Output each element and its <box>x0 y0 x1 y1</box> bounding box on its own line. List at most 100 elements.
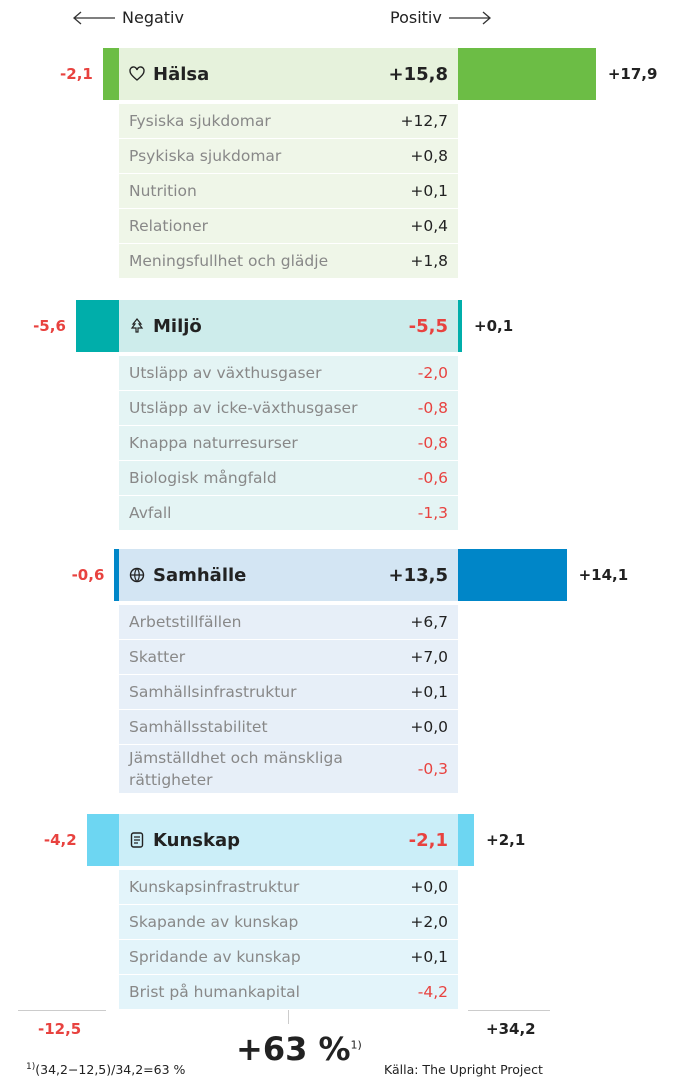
item-value: +1,8 <box>410 252 448 270</box>
footnote-text: (34,2−12,5)/34,2=63 % <box>35 1062 186 1078</box>
negative-sum: -12,5 <box>38 1020 82 1038</box>
item-value: -0,8 <box>417 399 448 417</box>
item-row: Utsläpp av icke-växthusgaser -0,8 <box>119 390 458 425</box>
section: Kunskap -2,1 -4,2 +2,1 Kunskapsinfrastruktur… <box>44 814 525 1009</box>
section-title: Miljö <box>129 316 202 337</box>
item-value: +2,0 <box>410 913 448 931</box>
item-value: -0,3 <box>417 760 448 778</box>
item-value: +0,0 <box>410 718 448 736</box>
item-row: Samhällsstabilitet +0,0 <box>119 709 458 744</box>
section-title: Samhälle <box>129 565 246 586</box>
item-row: Avfall -1,3 <box>119 495 458 530</box>
item-label: Biologisk mångfald <box>129 469 277 487</box>
item-label: Samhällsinfrastruktur <box>129 683 297 701</box>
section-name: Hälsa <box>153 63 210 85</box>
positive-bar <box>458 300 462 352</box>
item-label: Relationer <box>129 217 209 235</box>
section: Miljö -5,5 -5,6 +0,1 Utsläpp av växthusgaser… <box>33 300 513 530</box>
positive-bar <box>458 48 596 100</box>
axis-tick <box>288 1010 289 1024</box>
item-row: Knappa naturresurser -0,8 <box>119 425 458 460</box>
section-name: Samhälle <box>153 564 247 586</box>
item-label: Brist på humankapital <box>129 983 300 1001</box>
section-header: Miljö -5,5 -5,6 +0,1 <box>33 300 513 352</box>
result: +63 %1) <box>236 1030 362 1068</box>
item-label: Psykiska sjukdomar <box>129 147 282 165</box>
items: Utsläpp av växthusgaser -2,0 Utsläpp av ic… <box>119 355 458 530</box>
section-title: Hälsa <box>129 64 209 85</box>
item-row: Jämställdhet och mänskliga rättigheter -0… <box>119 744 458 793</box>
axis-line <box>468 1010 550 1011</box>
item-label: Utsläpp av icke-växthusgaser <box>129 399 358 417</box>
negative-value: -4,2 <box>43 831 77 849</box>
item-row: Skatter +7,0 <box>119 639 458 674</box>
negative-value: -5,6 <box>33 317 66 335</box>
section-total: +15,8 <box>388 63 449 85</box>
positive-header: Positiv <box>390 8 492 27</box>
item-row: Nutrition +0,1 <box>119 173 458 208</box>
section-name: Miljö <box>153 315 202 337</box>
item-row: Utsläpp av växthusgaser -2,0 <box>119 355 458 390</box>
item-value: +0,4 <box>410 217 448 235</box>
item-row: Fysiska sjukdomar +12,7 <box>119 103 458 138</box>
section-total: -2,1 <box>408 829 448 851</box>
item-label: Knappa naturresurser <box>129 434 298 452</box>
section-header: Samhälle +13,5 -0,6 +14,1 <box>72 549 628 601</box>
item-value: +0,1 <box>410 948 448 966</box>
source: Källa: The Upright Project <box>384 1062 543 1077</box>
item-label: Avfall <box>129 504 172 522</box>
positive-bar <box>458 814 475 866</box>
item-label: Arbetstillfällen <box>129 613 242 631</box>
item-row: Brist på humankapital -4,2 <box>119 974 458 1009</box>
item-row: Biologisk mångfald -0,6 <box>119 460 458 495</box>
item-value: +0,1 <box>410 683 448 701</box>
arrow-right <box>448 11 491 24</box>
positive-bar <box>458 549 567 601</box>
item-value: -0,8 <box>417 434 448 452</box>
positive-sum: +34,2 <box>486 1020 536 1038</box>
item-label: Nutrition <box>129 182 197 200</box>
item-value: -0,6 <box>417 469 448 487</box>
item-value: +0,1 <box>410 182 448 200</box>
positive-label: Positiv <box>390 8 442 27</box>
item-label: Kunskapsinfrastruktur <box>129 878 300 896</box>
item-row: Spridande av kunskap +0,1 <box>119 939 458 974</box>
section: Samhälle +13,5 -0,6 +14,1 Arbetstillfällen +6… <box>72 549 628 793</box>
negative-bar <box>102 48 119 100</box>
section: Hälsa +15,8 -2,1 +17,9 Fysiska sjukdomar +12,… <box>60 48 657 278</box>
footnote: 1)(34,2−12,5)/34,2=63 % <box>26 1062 185 1077</box>
positive-value: +17,9 <box>607 65 658 83</box>
result-note: 1) <box>350 1038 362 1052</box>
icon <box>130 318 144 333</box>
result-value: +63 % <box>236 1030 351 1068</box>
item-label: Meningsfullhet och glädje <box>129 252 329 270</box>
negative-bar <box>75 300 119 352</box>
axis-line <box>18 1010 106 1011</box>
item-value: -2,0 <box>417 364 448 382</box>
section-title: Kunskap <box>129 830 240 851</box>
item-label: Jämställdhet och mänskliga rättigheter <box>129 749 343 789</box>
item-label: Skatter <box>129 648 186 666</box>
icon <box>129 66 145 81</box>
negative-value: -2,1 <box>60 65 93 83</box>
item-row: Kunskapsinfrastruktur +0,0 <box>119 869 458 904</box>
item-label: Utsläpp av växthusgaser <box>129 364 322 382</box>
negative-label: Negativ <box>122 8 184 27</box>
items: Arbetstillfällen +6,7 Skatter +7,0 Samhällsi… <box>119 604 458 793</box>
item-label: Samhällsstabilitet <box>129 718 268 736</box>
item-value: +0,8 <box>410 147 448 165</box>
item-row: Arbetstillfällen +6,7 <box>119 604 458 639</box>
item-value: -4,2 <box>417 983 448 1001</box>
item-label: Skapande av kunskap <box>129 913 299 931</box>
items: Kunskapsinfrastruktur +0,0 Skapande av kun… <box>119 869 458 1009</box>
section-total: +13,5 <box>388 564 449 586</box>
item-label: Spridande av kunskap <box>129 948 301 966</box>
item-value: +12,7 <box>400 112 449 130</box>
section-total: -5,5 <box>408 315 448 337</box>
section-header: Kunskap -2,1 -4,2 +2,1 <box>44 814 525 866</box>
items: Fysiska sjukdomar +12,7 Psykiska sjukdomar… <box>119 103 458 278</box>
footnote-mark: 1) <box>26 1062 36 1072</box>
section-name: Kunskap <box>153 829 240 851</box>
negative-value: -0,6 <box>71 566 105 584</box>
